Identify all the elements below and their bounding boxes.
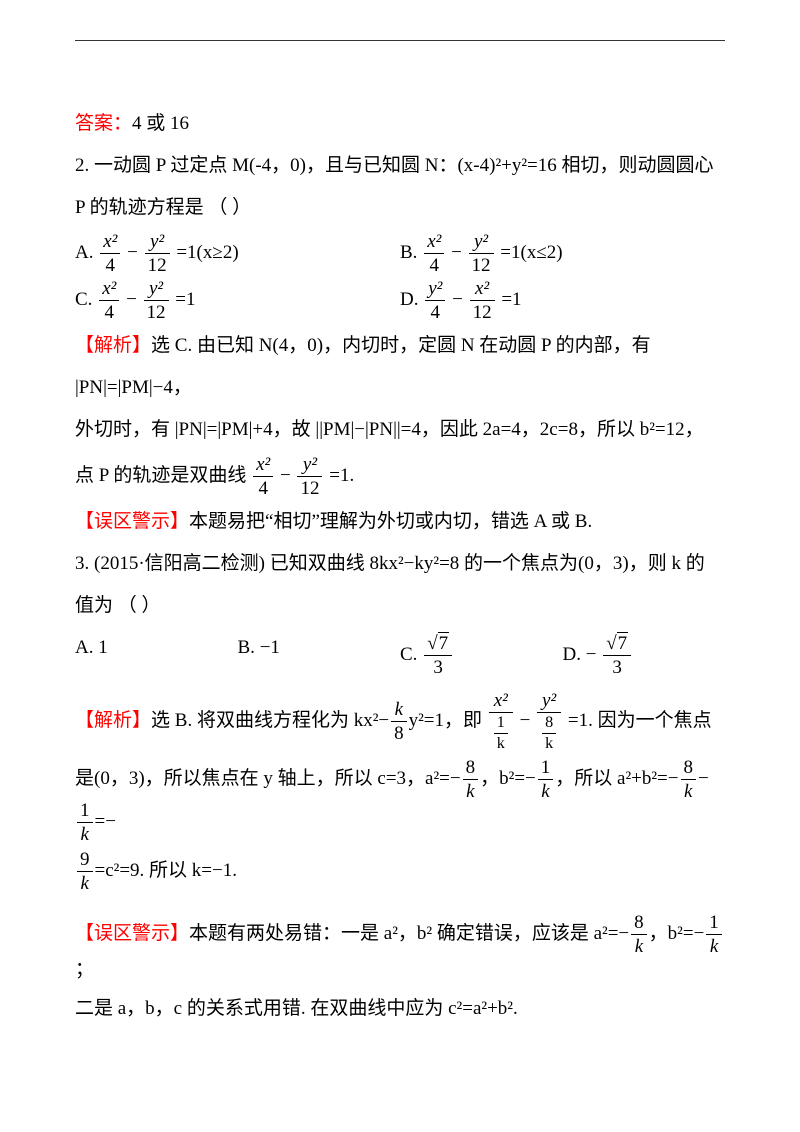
q2-options-row2: C. x²4 − y²12 =1 D. y²4 − x²12 =1 [75, 279, 725, 322]
q3-stem-2: 值为 （ ） [75, 588, 725, 624]
answer-value: 4 或 16 [132, 113, 189, 134]
q2-sol-1: 【解析】选 C. 由已知 N(4，0)，内切时，定圆 N 在动圆 P 的内部，有 [75, 328, 725, 364]
q2-option-A: A. x²4 − y²12 =1(x≥2) [75, 232, 400, 275]
q3-option-D: D. − √73 [563, 634, 726, 677]
q3-option-A: A. 1 [75, 634, 238, 677]
q2-warn: 【误区警示】本题易把“相切”理解为外切或内切，错选 A 或 B. [75, 504, 725, 540]
q2-sol-3: 外切时，有 |PN|=|PM|+4，故 ||PM|−|PN||=4，因此 2a=… [75, 412, 725, 448]
q2-option-B: B. x²4 − y²12 =1(x≤2) [400, 232, 725, 275]
q2-stem-2: P 的轨迹方程是 （ ） [75, 190, 725, 226]
q3-option-C: C. √73 [400, 634, 563, 677]
q3-sol-1: 【解析】选 B. 将双曲线方程化为 kx²−k8y²=1，即 x²1k − y²… [75, 691, 725, 752]
q3-warn-2: 二是 a，b，c 的关系式用错. 在双曲线中应为 c²=a²+b². [75, 991, 725, 1027]
analysis-label: 【解析】 [75, 335, 151, 356]
q2-options-row1: A. x²4 − y²12 =1(x≥2) B. x²4 − y²12 =1(x… [75, 232, 725, 275]
answer-line: 答案：4 或 16 [75, 106, 725, 142]
analysis-label: 【解析】 [75, 710, 151, 731]
q2-stem-1: 2. 一动圆 P 过定点 M(-4，0)，且与已知圆 N：(x-4)²+y²=1… [75, 148, 725, 184]
q3-option-B: B. −1 [238, 634, 401, 677]
top-rule [75, 40, 725, 41]
q2-option-D: D. y²4 − x²12 =1 [400, 279, 725, 322]
q2-sol-2: |PN|=|PM|−4， [75, 370, 725, 406]
q3-warn-1: 【误区警示】本题有两处易错：一是 a²，b² 确定错误，应该是 a²=−8k，b… [75, 913, 725, 985]
answer-label: 答案： [75, 113, 132, 134]
warning-label: 【误区警示】 [75, 923, 189, 944]
page: 答案：4 或 16 2. 一动圆 P 过定点 M(-4，0)，且与已知圆 N：(… [0, 0, 800, 1132]
warning-label: 【误区警示】 [75, 511, 189, 532]
q3-options: A. 1 B. −1 C. √73 D. − √73 [75, 634, 725, 677]
q3-sol-3: 9k=c²=9. 所以 k=−1. [75, 850, 725, 893]
q3-stem-1: 3. (2015·信阳高二检测) 已知双曲线 8kx²−ky²=8 的一个焦点为… [75, 546, 725, 582]
q3-sol-2: 是(0，3)，所以焦点在 y 轴上，所以 c=3，a²=−8k，b²=−1k，所… [75, 758, 725, 844]
q2-sol-4: 点 P 的轨迹是双曲线 x²4 − y²12 =1. [75, 455, 725, 498]
q2-option-C: C. x²4 − y²12 =1 [75, 279, 400, 322]
